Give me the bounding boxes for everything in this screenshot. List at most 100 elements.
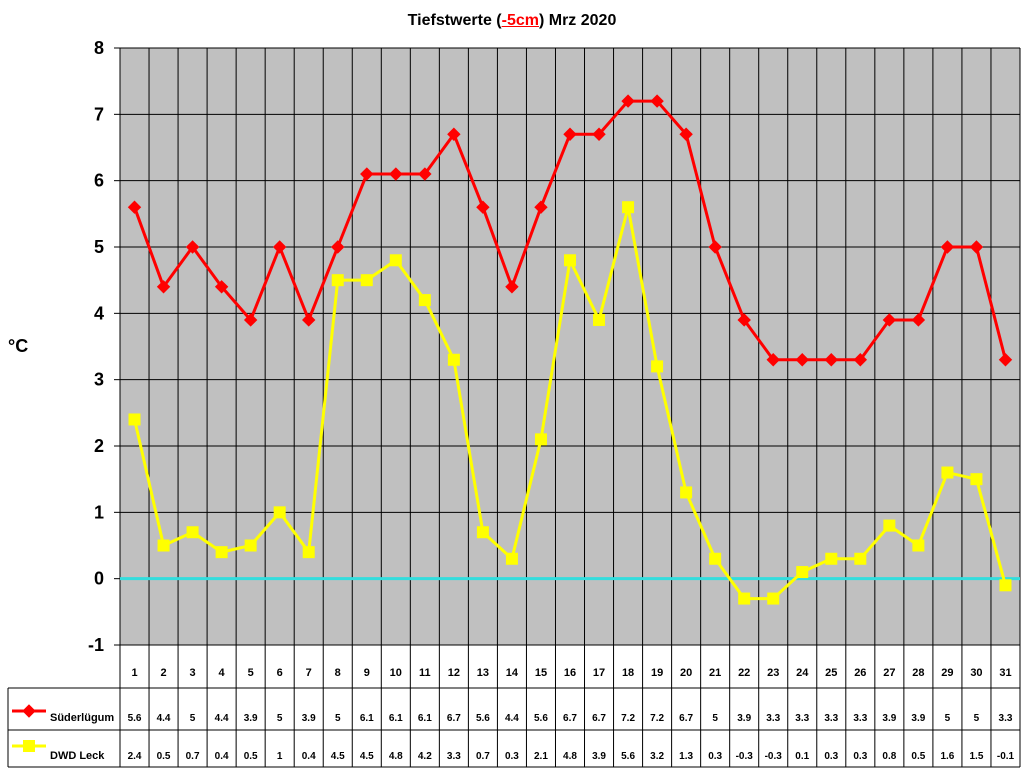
suderlugum-table-value: 3.9 (882, 713, 896, 724)
category-label: 7 (306, 667, 312, 679)
suderlugum-table-value: 3.9 (244, 713, 258, 724)
dwd-leck-table-value: 3.9 (592, 751, 606, 762)
suderlugum-table-value: 3.3 (766, 713, 780, 724)
dwd-leck-point-19 (651, 360, 664, 373)
suderlugum-point-15 (534, 200, 548, 214)
dwd-leck-point-26 (854, 552, 867, 565)
dwd-leck-point-8 (331, 274, 344, 287)
suderlugum-point-18 (621, 94, 635, 108)
dwd-leck-point-5 (244, 539, 257, 552)
suderlugum-point-12 (447, 127, 461, 141)
category-label: 26 (854, 667, 866, 679)
dwd-leck-table-value: 0.5 (911, 751, 925, 762)
dwd-leck-legend-label: DWD Leck (50, 750, 105, 762)
dwd-leck-table-value: 4.2 (418, 751, 432, 762)
dwd-leck-point-25 (825, 552, 838, 565)
suderlugum-table-value: 7.2 (650, 713, 664, 724)
suderlugum-point-31 (998, 353, 1013, 367)
dwd-leck-table-value: 4.5 (360, 751, 374, 762)
suderlugum-table-value: 5.6 (476, 713, 490, 724)
dwd-leck-point-20 (680, 486, 693, 499)
dwd-leck-legend-marker (23, 740, 35, 752)
suderlugum-table-value: 7.2 (621, 713, 635, 724)
dwd-leck-table-value: 2.4 (128, 751, 142, 762)
suderlugum-legend-label: Süderlügum (50, 712, 114, 724)
dwd-leck-point-27 (883, 519, 896, 532)
suderlugum-point-23 (766, 353, 780, 367)
dwd-leck-point-6 (273, 506, 286, 519)
y-tick-label: 2 (94, 436, 104, 456)
category-label: 1 (131, 667, 137, 679)
category-label: 15 (535, 667, 547, 679)
y-tick-label: -1 (88, 635, 104, 655)
suderlugum-table-value: 3.9 (911, 713, 925, 724)
suderlugum-point-24 (795, 353, 809, 367)
suderlugum-table-value: 6.1 (418, 713, 432, 724)
suderlugum-table-value: 3.3 (824, 713, 838, 724)
dwd-leck-table-value: 1.3 (679, 751, 693, 762)
y-tick-label: 1 (94, 502, 104, 522)
dwd-leck-point-3 (186, 526, 199, 539)
category-label: 17 (593, 667, 605, 679)
category-label: 10 (390, 667, 402, 679)
suderlugum-point-29 (940, 240, 955, 254)
dwd-leck-table-value: 0.5 (157, 751, 171, 762)
suderlugum-point-13 (476, 200, 490, 214)
dwd-leck-table-value: 3.2 (650, 751, 664, 762)
category-label: 8 (335, 667, 341, 679)
dwd-leck-point-16 (564, 254, 576, 267)
y-tick-label: 5 (94, 237, 104, 257)
dwd-leck-point-12 (447, 353, 460, 366)
dwd-leck-table-value: 0.1 (795, 751, 809, 762)
suderlugum-point-11 (418, 167, 432, 181)
suderlugum-point-8 (331, 240, 345, 254)
dwd-leck-point-11 (418, 294, 431, 307)
dwd-leck-point-17 (593, 313, 606, 326)
suderlugum-point-14 (505, 280, 519, 294)
dwd-leck-table-value: 4.8 (389, 751, 403, 762)
dwd-leck-point-18 (622, 201, 635, 214)
suderlugum-table-value: 3.3 (795, 713, 809, 724)
dwd-leck-point-23 (767, 592, 780, 605)
dwd-leck-table-value: 0.7 (476, 751, 490, 762)
suderlugum-table-value: 6.1 (389, 713, 403, 724)
dwd-leck-table-value: -0.3 (736, 751, 754, 762)
dwd-leck-table-value: 1.5 (969, 751, 983, 762)
suderlugum-point-6 (272, 240, 287, 254)
suderlugum-point-22 (737, 313, 751, 327)
category-label: 4 (219, 667, 226, 679)
dwd-leck-point-31 (999, 579, 1012, 592)
dwd-leck-table-value: 0.5 (244, 751, 258, 762)
suderlugum-table-value: 4.4 (215, 713, 229, 724)
dwd-leck-point-15 (534, 433, 547, 446)
dwd-leck-point-30 (970, 473, 983, 486)
category-label: 21 (709, 667, 721, 679)
suderlugum-point-27 (882, 313, 897, 327)
suderlugum-table-value: 6.7 (592, 713, 606, 724)
suderlugum-table-value: 5.6 (534, 713, 548, 724)
dwd-leck-point-24 (796, 566, 809, 579)
dwd-leck-table-value: 4.5 (331, 751, 345, 762)
suderlugum-point-7 (302, 313, 316, 327)
category-label: 12 (448, 667, 460, 679)
suderlugum-point-10 (389, 167, 403, 181)
dwd-leck-table-value: 0.3 (505, 751, 519, 762)
suderlugum-point-5 (243, 313, 258, 327)
y-tick-label: 8 (94, 38, 104, 58)
dwd-leck-table-value: -0.3 (765, 751, 783, 762)
category-label: 5 (248, 667, 254, 679)
suderlugum-point-9 (360, 167, 374, 181)
dwd-leck-table-value: 0.7 (186, 751, 200, 762)
category-label: 30 (970, 667, 982, 679)
dwd-leck-table-value: 2.1 (534, 751, 548, 762)
dwd-leck-table-value: 0.3 (824, 751, 838, 762)
suderlugum-point-17 (592, 127, 606, 141)
dwd-leck-table-value: 0.4 (215, 751, 229, 762)
suderlugum-point-26 (853, 353, 868, 367)
suderlugum-table-value: 6.7 (679, 713, 693, 724)
category-label: 6 (277, 667, 283, 679)
dwd-leck-point-9 (360, 274, 373, 287)
suderlugum-table-value: 3.3 (999, 713, 1013, 724)
suderlugum-table-value: 4.4 (157, 713, 171, 724)
